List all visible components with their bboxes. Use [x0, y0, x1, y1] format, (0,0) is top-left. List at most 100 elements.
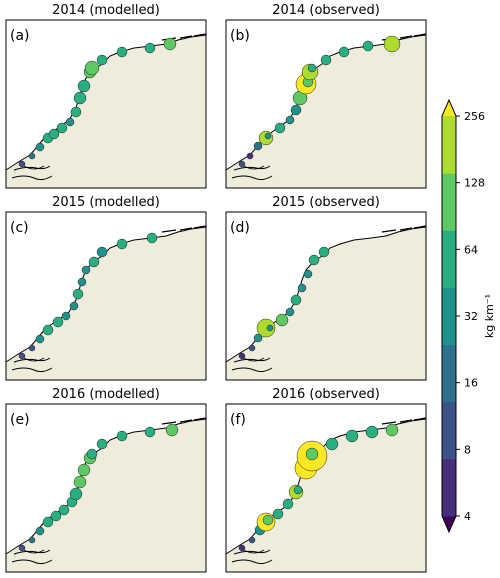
- colorbar-tick-label: 4: [464, 510, 471, 523]
- data-point: [28, 344, 36, 352]
- panel-b: 2014 (observed) (b): [225, 3, 427, 189]
- estuary: [23, 549, 45, 554]
- estuary: [11, 559, 53, 565]
- estuary: [13, 549, 51, 555]
- estuary: [233, 165, 271, 171]
- data-point: [18, 160, 26, 168]
- data-point: [246, 152, 254, 160]
- data-point: [253, 333, 263, 343]
- data-point: [84, 60, 100, 76]
- colorbar-segment: [442, 401, 456, 460]
- data-point: [88, 256, 100, 268]
- colorbar-segment: [442, 344, 456, 403]
- panel-frame: [5, 403, 207, 573]
- panel-label: (e): [10, 412, 30, 428]
- colorbar-segment: [442, 458, 456, 517]
- data-point: [290, 294, 302, 306]
- island: [399, 35, 413, 39]
- data-point: [72, 288, 84, 300]
- data-point: [61, 311, 71, 321]
- panel-c: 2015 (modelled) (c): [5, 195, 207, 381]
- colorbar-segment: [442, 287, 456, 346]
- data-point: [144, 426, 156, 438]
- data-point: [96, 54, 108, 66]
- data-point: [262, 514, 274, 526]
- estuary: [243, 357, 265, 362]
- data-point: [253, 141, 263, 151]
- data-point: [285, 115, 295, 125]
- data-point: [52, 316, 64, 328]
- data-point: [73, 475, 87, 489]
- island: [381, 421, 397, 425]
- island: [193, 225, 207, 229]
- data-point: [297, 283, 307, 293]
- data-point: [163, 37, 177, 51]
- estuary: [243, 549, 265, 554]
- estuary: [23, 357, 45, 362]
- colorbar-segment: [442, 116, 456, 174]
- data-point: [248, 344, 256, 352]
- data-point: [50, 510, 62, 522]
- colorbar-segment: [442, 173, 456, 231]
- colorbar-extend-max: [442, 100, 456, 116]
- land: [6, 227, 206, 380]
- estuary: [231, 175, 273, 181]
- panel-label: (b): [230, 28, 250, 44]
- data-point: [58, 504, 70, 516]
- data-point: [81, 265, 91, 275]
- data-point: [325, 437, 339, 451]
- data-point: [308, 254, 320, 266]
- island: [179, 419, 193, 423]
- island: [179, 35, 193, 39]
- panel-title: 2016 (observed): [272, 387, 380, 402]
- island: [413, 33, 427, 37]
- island: [399, 419, 413, 423]
- colorbar-tick-label: 128: [464, 177, 485, 190]
- data-point: [238, 544, 246, 552]
- land: [226, 419, 426, 572]
- data-point: [264, 132, 272, 140]
- estuary: [13, 165, 51, 171]
- data-point: [28, 536, 36, 544]
- colorbar-tick-label: 256: [464, 110, 485, 123]
- data-point: [48, 128, 60, 140]
- data-point: [274, 122, 286, 134]
- data-point: [285, 307, 295, 317]
- island: [161, 229, 177, 233]
- data-point: [69, 487, 83, 501]
- estuary: [11, 367, 53, 373]
- colorbar-tick-label: 8: [464, 443, 471, 456]
- panel-title: 2014 (observed): [272, 3, 380, 18]
- colorbar-tick-label: 32: [464, 310, 478, 323]
- data-point: [165, 423, 179, 437]
- colorbar-segment: [442, 230, 456, 288]
- estuary: [231, 559, 273, 565]
- data-point: [345, 429, 359, 443]
- estuary: [233, 549, 271, 555]
- panel-label: (d): [230, 220, 250, 236]
- data-point: [293, 485, 303, 495]
- panel-frame: [5, 211, 207, 381]
- island: [413, 225, 427, 229]
- data-point: [35, 142, 45, 152]
- data-point: [248, 536, 256, 544]
- panel-frame: [225, 211, 427, 381]
- data-point: [86, 448, 98, 460]
- data-point: [96, 246, 108, 258]
- data-point: [338, 46, 350, 58]
- colorbar-tick-label: 64: [464, 243, 478, 256]
- data-point: [275, 313, 289, 327]
- data-point: [365, 425, 379, 439]
- island: [193, 33, 207, 37]
- island: [193, 417, 207, 421]
- data-point: [77, 463, 91, 477]
- data-point: [18, 544, 26, 552]
- panel-frame: [225, 19, 427, 189]
- land: [6, 35, 206, 188]
- panel-title: 2015 (observed): [272, 195, 380, 210]
- panel-d: 2015 (observed) (d): [225, 195, 427, 381]
- colorbar-extend-min: [442, 516, 456, 532]
- estuary: [11, 175, 53, 181]
- data-point: [42, 324, 54, 336]
